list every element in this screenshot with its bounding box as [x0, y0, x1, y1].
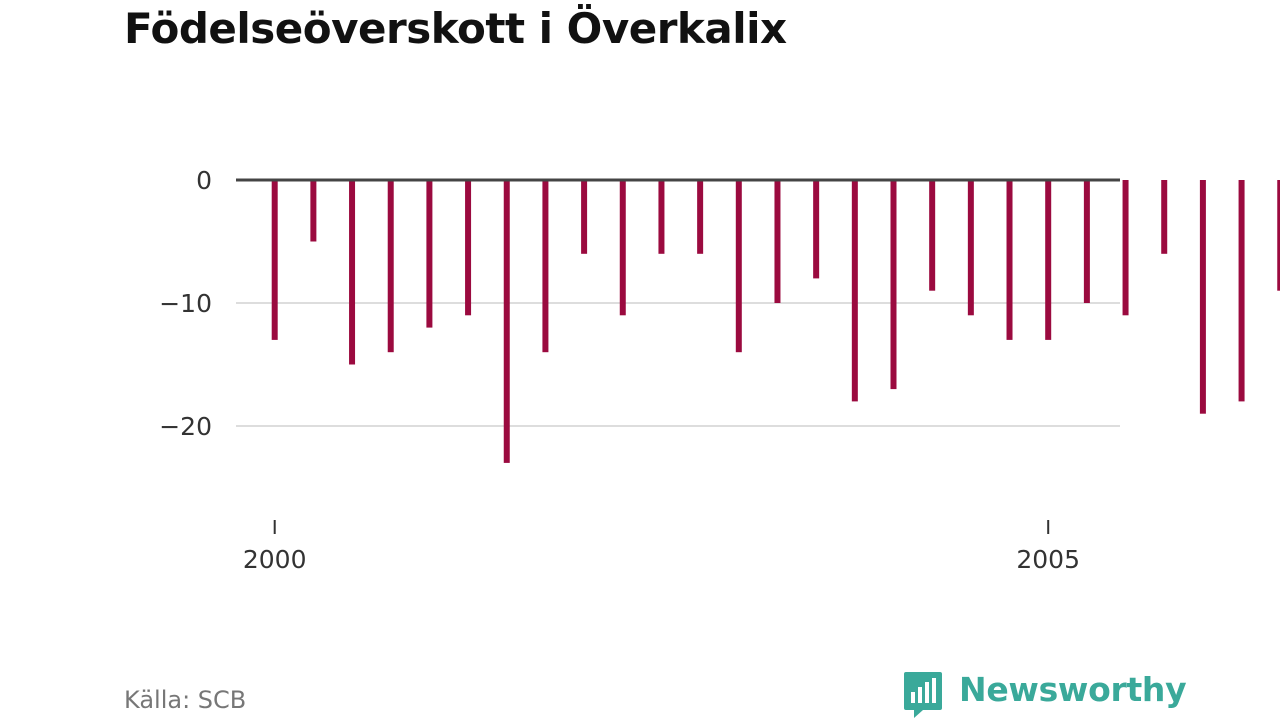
bar-18 — [967, 180, 974, 316]
bar-26 — [1277, 180, 1280, 291]
bar-20 — [1045, 180, 1052, 340]
bar-7 — [542, 180, 549, 353]
bar-8 — [581, 180, 588, 254]
bar-25 — [1238, 180, 1245, 402]
bar-16 — [890, 180, 897, 390]
bar-24 — [1199, 180, 1206, 414]
bar-3 — [387, 180, 394, 353]
y-tick-label-2: −20 — [159, 412, 212, 441]
bar-6 — [503, 180, 510, 463]
y-tick-label-1: −10 — [159, 289, 212, 318]
bar-17 — [929, 180, 936, 291]
bar-23 — [1161, 180, 1168, 254]
bar-21 — [1083, 180, 1090, 303]
source-note: Källa: SCB — [124, 686, 247, 714]
bar-4 — [426, 180, 433, 328]
bar-0 — [271, 180, 278, 340]
bar-2 — [349, 180, 356, 365]
bar-14 — [813, 180, 820, 279]
brand-name: Newsworthy — [959, 670, 1187, 709]
bar-9 — [619, 180, 626, 316]
x-tick-label-1: 2005 — [1016, 545, 1080, 574]
newsworthy-logo-icon — [904, 672, 942, 718]
bar-13 — [774, 180, 781, 303]
bar-5 — [465, 180, 472, 316]
x-axis: 200020052010201520202025 — [243, 520, 1080, 574]
bar-12 — [735, 180, 742, 353]
bar-22 — [1122, 180, 1129, 316]
x-tick-label-0: 2000 — [243, 545, 307, 574]
bar-1 — [310, 180, 317, 242]
chart-title: Födelseöverskott i Överkalix — [124, 4, 787, 53]
bar-19 — [1006, 180, 1013, 340]
bar-11 — [697, 180, 704, 254]
gridlines — [236, 302, 1120, 427]
y-tick-label-0: 0 — [196, 166, 212, 195]
bar-15 — [851, 180, 858, 402]
bar-10 — [658, 180, 665, 254]
bars — [271, 180, 1280, 463]
y-axis-labels: 0 −10 −20 — [159, 166, 212, 441]
newsworthy-logo: Newsworthy — [903, 670, 1187, 720]
